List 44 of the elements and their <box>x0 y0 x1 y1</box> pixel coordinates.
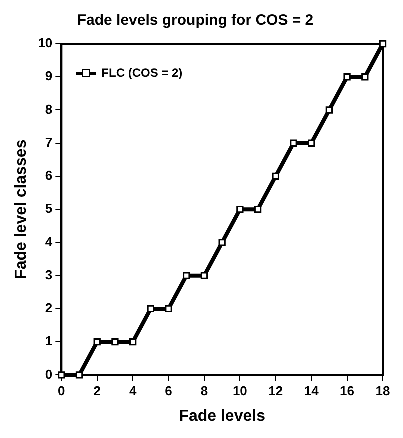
y-tick-label: 9 <box>45 68 53 84</box>
point <box>147 305 154 313</box>
x-tick-label: 14 <box>304 384 320 399</box>
y-tick-label: 5 <box>45 201 53 216</box>
y-tick-label: 1 <box>45 334 53 349</box>
point <box>129 338 137 346</box>
x-tick-label: 2 <box>94 384 101 399</box>
x-tick-label: 10 <box>232 384 248 399</box>
point <box>308 140 316 147</box>
y-axis-title: Fade level classes <box>13 140 30 280</box>
y-tick-label: 3 <box>45 267 53 282</box>
chart-title: Fade levels grouping for COS = 2 <box>77 12 314 30</box>
y-tick-label: 8 <box>45 102 53 117</box>
point <box>272 172 280 180</box>
x-tick-label: 18 <box>376 384 390 399</box>
x-tick-label: 0 <box>58 384 66 399</box>
point <box>379 40 387 48</box>
y-tick-label: 7 <box>45 134 53 150</box>
y-tick-label: 4 <box>45 234 54 250</box>
y-tick-label: 2 <box>45 300 53 316</box>
y-tick-label: 6 <box>45 168 53 184</box>
point <box>112 338 119 346</box>
point <box>290 140 298 147</box>
point <box>218 239 226 246</box>
x-tick-label: 12 <box>268 384 284 399</box>
x-tick-label: 16 <box>340 384 355 399</box>
point <box>344 74 351 81</box>
point <box>94 338 101 346</box>
point <box>200 272 208 280</box>
y-tick-label: 0 <box>45 366 53 382</box>
point <box>236 206 244 214</box>
point <box>76 372 84 379</box>
point <box>165 305 172 313</box>
point <box>254 206 262 214</box>
y-tick-label: 10 <box>38 36 53 51</box>
point <box>362 74 369 81</box>
x-tick-label: 6 <box>165 384 172 399</box>
point <box>183 272 190 280</box>
x-axis-title: Fade levels <box>179 408 266 425</box>
legend-label: FLC (COS = 2) <box>102 66 183 80</box>
point <box>326 106 334 114</box>
x-tick-label: 8 <box>200 384 208 399</box>
x-tick-label: 4 <box>129 384 138 399</box>
point <box>58 372 66 379</box>
